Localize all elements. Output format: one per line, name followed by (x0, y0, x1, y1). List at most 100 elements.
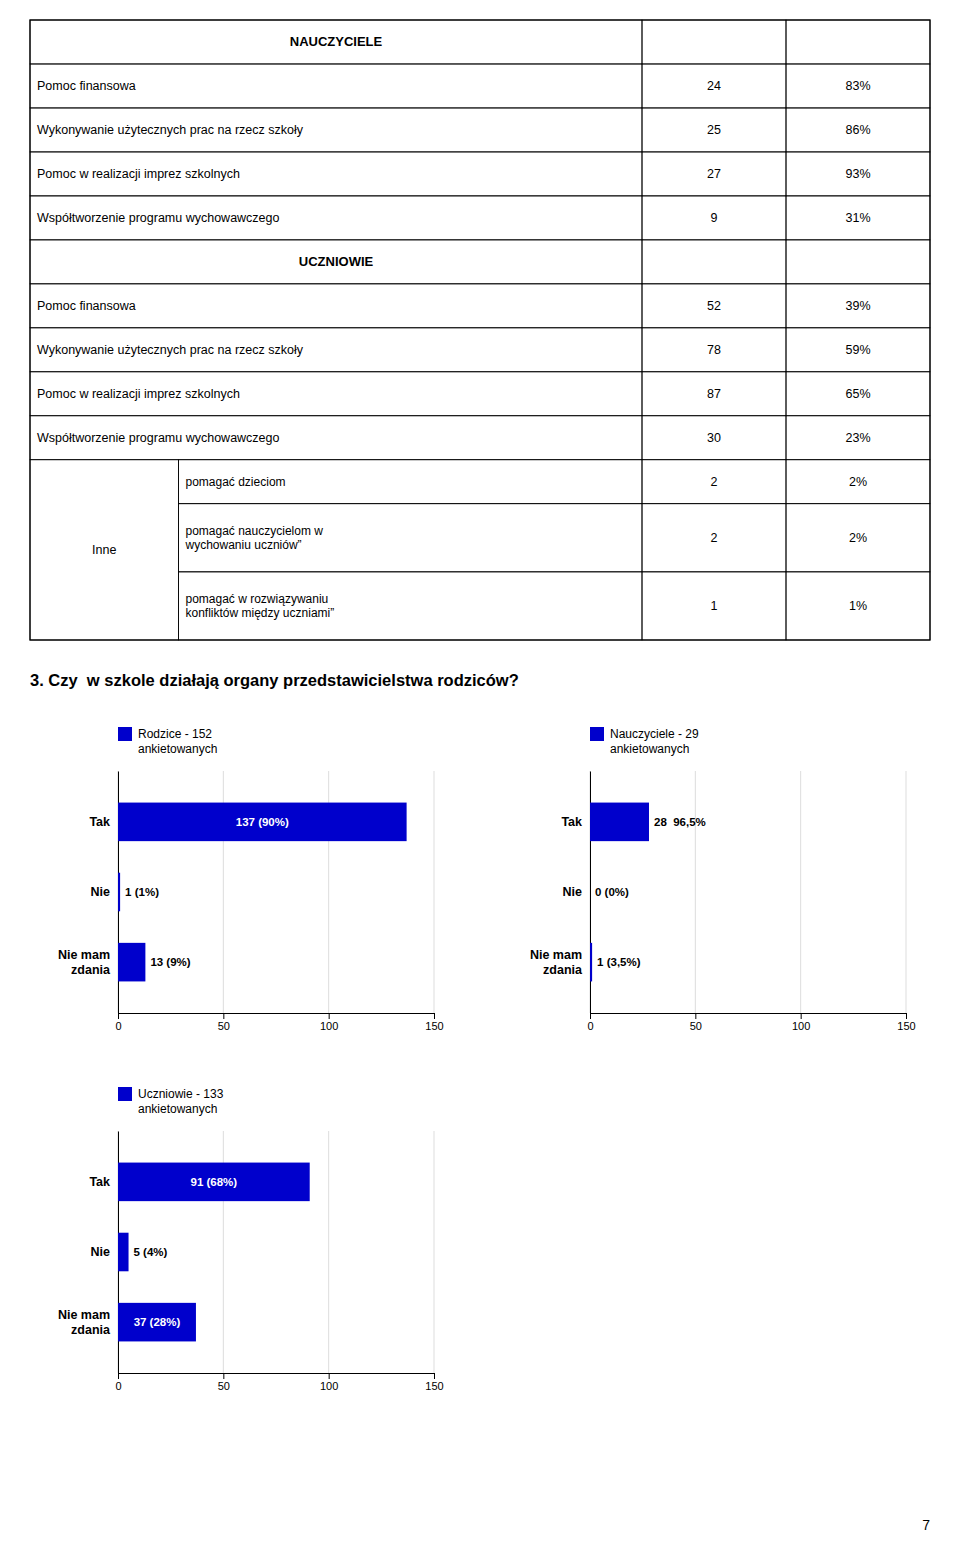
y-tick: Nie (563, 885, 583, 899)
page: NAUCZYCIELEPomoc finansowa2483%Wykonywan… (0, 0, 960, 1545)
table-cell (179, 504, 643, 572)
bar (590, 943, 592, 982)
table-cell (786, 504, 930, 572)
x-tick-mark (434, 1373, 435, 1379)
table-text-line: 25 (707, 123, 721, 137)
plot: 0 50 100 150 Tak Nie Nie mamzdania 28 96,5%0 (0… (530, 771, 916, 1032)
bar (118, 1233, 129, 1272)
legend-swatch (590, 727, 604, 741)
grid-line (434, 771, 435, 1013)
x-tick-mark (906, 1013, 907, 1019)
x-tick-label: 100 (320, 1380, 338, 1392)
table-text: 87 (707, 387, 721, 401)
plot: 050100150TakNieNie mamzdania137 (90%)1 (… (58, 771, 444, 1032)
table-text: Współtworzenie programu wychowawczego (37, 211, 280, 225)
table-cell (642, 284, 786, 328)
data-label: 5 (4%) (134, 1246, 168, 1258)
table-text: Inne (92, 543, 116, 557)
table-header: UCZNIOWIE (299, 254, 374, 269)
x-tick-label: 50 (690, 1020, 702, 1032)
table-cell (30, 196, 642, 240)
table-text: Współtworzenie programu wychowawczego (37, 431, 280, 445)
x-tick-mark (801, 1013, 802, 1019)
x-tick-label: 100 (792, 1020, 810, 1032)
x-tick: 50 (218, 1013, 230, 1032)
y-tick: Nie mamzdania (530, 948, 583, 977)
x-tick-label: 150 (897, 1020, 915, 1032)
table-text-line: Inne (92, 543, 116, 557)
chart: 050100150TakNieNie mamzdania137 (90%)1 (… (58, 727, 444, 1032)
question: 3. Czy w szkole działają organy przedsta… (30, 671, 519, 689)
table-text: 31% (845, 211, 870, 225)
legend-swatch (118, 1087, 132, 1101)
table-text-line: 59% (845, 343, 870, 357)
table-text: 9 (711, 211, 718, 225)
bar (118, 1303, 196, 1342)
x-tick-mark (329, 1013, 330, 1019)
legend: Nauczyciele - 29ankietowanych (590, 727, 699, 756)
table-text: 2 (711, 475, 718, 489)
grid (118, 1131, 434, 1373)
y-tick: Nie (91, 1245, 111, 1259)
x-tick-label: 150 (425, 1020, 443, 1032)
x-tick-mark (223, 1013, 224, 1019)
y-tick: Tak (89, 815, 110, 829)
table-cell (642, 64, 786, 108)
data-label: 91 (68%) (191, 1176, 238, 1188)
data-labels: 28 96,5%0 (0%)1 (3,5%) (595, 816, 706, 968)
x-tick: 50 (690, 1013, 702, 1032)
table-text: pomagać nauczycielom wwychowaniu uczniów… (185, 524, 324, 552)
y-tick-label: Nie (91, 1245, 111, 1259)
table-cell (642, 504, 786, 572)
legend-label-line: Rodzice - 152 (138, 727, 212, 741)
grid (590, 771, 906, 1013)
table-header-line: UCZNIOWIE (299, 254, 374, 269)
x-tick-mark (223, 1373, 224, 1379)
table-cell (642, 328, 786, 372)
y-tick-label: Nie (91, 885, 111, 899)
table-cell (786, 108, 930, 152)
y-tick: Tak (561, 815, 582, 829)
y-tick: Nie mamzdania (58, 1308, 111, 1337)
y-tick-label: Nie mamzdania (530, 948, 583, 977)
table-text-line: 83% (845, 79, 870, 93)
table-text-line: Współtworzenie programu wychowawczego (37, 431, 280, 445)
table-text: 83% (845, 79, 870, 93)
y-tick-label-line: Tak (89, 1175, 110, 1189)
legend: Rodzice - 152ankietowanych (118, 727, 217, 756)
table-cell (786, 284, 930, 328)
table-cell (786, 240, 930, 284)
table-text-line: pomagać dzieciom (186, 475, 286, 489)
x-tick-label: 0 (587, 1020, 593, 1032)
y-tick-label-line: Nie mam (530, 948, 582, 962)
table-text-line: pomagać nauczycielom w (186, 524, 324, 538)
table-text: 59% (845, 343, 870, 357)
table-cell (786, 196, 930, 240)
legend-label-line: Nauczyciele - 29 (610, 727, 699, 741)
x-tick: 50 (218, 1373, 230, 1392)
table-text: 52 (707, 299, 721, 313)
legend-label-line: ankietowanych (138, 1102, 217, 1116)
table-text-line: 1% (849, 599, 867, 613)
table-text: Pomoc w realizacji imprez szkolnych (37, 167, 240, 181)
page-number: 7 (922, 1517, 930, 1533)
table-header-line: NAUCZYCIELE (290, 34, 383, 49)
x-tick-mark (590, 1013, 591, 1019)
table-cell (30, 328, 642, 372)
legend-swatch (118, 727, 132, 741)
data-label: 0 (0%) (595, 886, 629, 898)
y-tick: Nie (91, 885, 111, 899)
table-text: 2% (849, 475, 867, 489)
y-tick-label: Nie (563, 885, 583, 899)
y-tick-label-line: Nie (563, 885, 583, 899)
x-tick-label: 100 (320, 1020, 338, 1032)
table-text-line: 86% (845, 123, 870, 137)
legend-label-line: Uczniowie - 133 (138, 1087, 224, 1101)
legend-item: Uczniowie - 133ankietowanych (118, 1087, 224, 1116)
table-text-line: konfliktów między uczniami” (186, 606, 335, 620)
legend-label-line: ankietowanych (138, 742, 217, 756)
legend-label: Uczniowie - 133ankietowanych (138, 1087, 224, 1116)
table-cell (30, 20, 642, 64)
y-tick-label-line: zdania (71, 963, 111, 977)
table-cell (642, 460, 786, 504)
